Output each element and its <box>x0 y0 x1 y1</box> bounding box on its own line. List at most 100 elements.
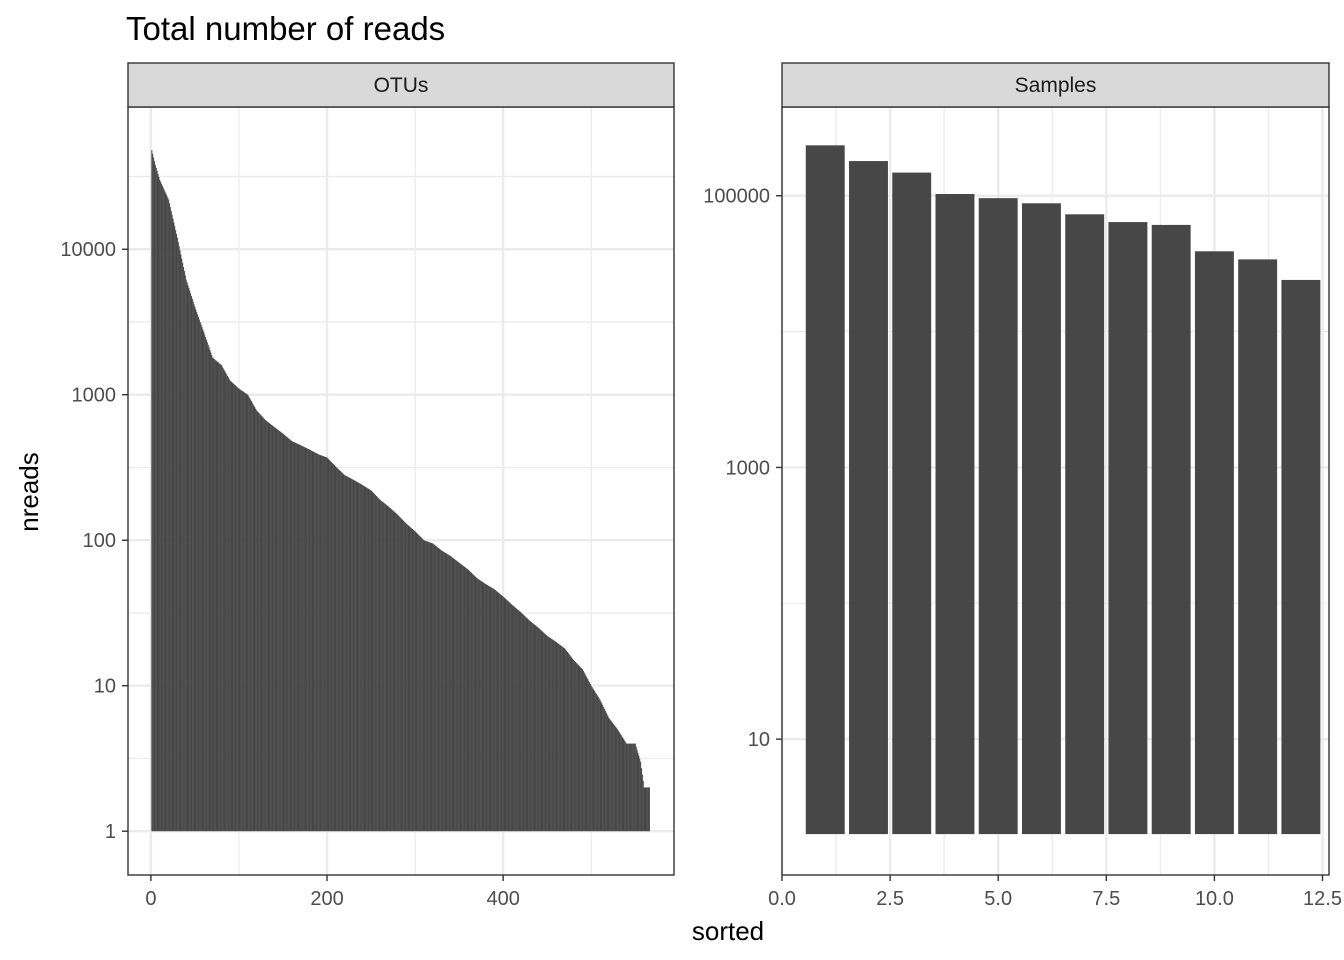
bar <box>564 648 566 832</box>
bar <box>560 645 562 832</box>
bar <box>279 431 281 832</box>
bar <box>396 513 398 832</box>
bar <box>595 692 597 832</box>
bar <box>515 607 517 832</box>
bar <box>196 312 198 832</box>
bar <box>260 415 262 832</box>
bar <box>333 464 335 832</box>
bar <box>461 564 463 832</box>
bar <box>613 724 615 832</box>
bar <box>632 743 634 832</box>
bar <box>472 574 474 832</box>
bar <box>633 743 635 832</box>
bar <box>221 366 223 832</box>
bar <box>271 425 274 832</box>
bar <box>308 449 311 832</box>
bar <box>389 507 391 832</box>
bar <box>531 622 533 832</box>
bar <box>178 246 180 832</box>
bar <box>488 586 490 832</box>
bar <box>412 529 414 832</box>
bar <box>537 627 539 832</box>
bar <box>338 469 340 832</box>
x-tick-label: 0.0 <box>768 888 796 910</box>
bar <box>640 761 642 832</box>
bar <box>628 743 630 832</box>
bar <box>617 729 619 832</box>
bar <box>161 185 163 832</box>
bar <box>530 622 532 832</box>
bar <box>393 511 395 832</box>
bar <box>935 193 975 835</box>
bar <box>640 768 643 832</box>
bar <box>356 481 358 832</box>
panel-otus: OTUs 1 10 100 1000 10000 0 200 400 <box>60 62 675 910</box>
bar <box>467 569 469 832</box>
x-tick-label: 5.0 <box>984 888 1012 910</box>
bar <box>521 613 523 832</box>
bar <box>505 599 507 832</box>
bar <box>186 282 188 832</box>
bar <box>230 381 232 832</box>
bar <box>538 628 540 832</box>
bar <box>441 550 443 832</box>
bar <box>582 670 584 832</box>
bar <box>423 540 425 832</box>
bar <box>234 385 237 832</box>
bar <box>506 599 508 832</box>
bar <box>534 624 536 832</box>
bar <box>555 641 557 832</box>
bar <box>426 541 428 832</box>
bar <box>336 467 338 832</box>
bar <box>242 391 244 832</box>
bar <box>427 541 429 832</box>
bar <box>455 560 457 832</box>
bar <box>353 480 355 832</box>
bar <box>482 582 484 832</box>
bar <box>352 479 354 832</box>
bar <box>274 427 276 832</box>
bar <box>301 445 303 832</box>
bar <box>412 529 414 832</box>
bar <box>439 549 441 832</box>
bar <box>250 401 252 832</box>
bar <box>163 189 165 832</box>
bar <box>151 150 153 832</box>
bar <box>404 521 406 832</box>
bar <box>635 746 637 832</box>
bar <box>376 496 378 832</box>
bar <box>646 787 648 832</box>
bar <box>496 591 498 832</box>
bar <box>325 457 327 832</box>
bar <box>329 460 331 832</box>
bar <box>236 387 238 832</box>
bar <box>365 487 367 832</box>
bar <box>167 197 169 832</box>
bar <box>201 327 203 832</box>
bar <box>583 672 585 832</box>
bar <box>578 665 580 832</box>
bar <box>517 609 519 832</box>
bar <box>549 637 551 832</box>
bar <box>360 484 362 832</box>
bar <box>523 615 525 832</box>
bar <box>403 520 405 832</box>
bar <box>175 233 178 832</box>
bar <box>530 621 532 832</box>
bar <box>543 632 545 832</box>
bar <box>357 482 359 832</box>
bar <box>220 364 222 832</box>
bar <box>500 595 502 832</box>
bar <box>375 495 377 832</box>
bar <box>179 250 181 832</box>
bar <box>200 324 202 832</box>
bar <box>648 787 650 832</box>
bar <box>639 758 641 832</box>
bar <box>567 652 569 832</box>
bar <box>337 468 339 832</box>
bar <box>361 484 363 832</box>
bar <box>525 617 527 832</box>
bar <box>268 422 270 832</box>
bar <box>226 374 228 832</box>
bar <box>501 595 503 832</box>
